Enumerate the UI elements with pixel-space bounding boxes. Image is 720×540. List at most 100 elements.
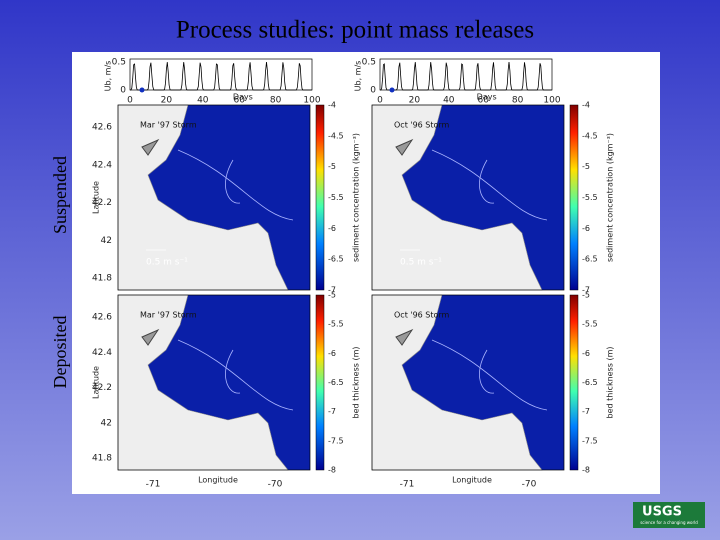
ts-x-tick: 100 (303, 96, 320, 106)
logo-tagline: science for a changing world (640, 520, 698, 525)
row-label: Suspended (50, 156, 70, 234)
colorbar (569, 294, 579, 471)
longitude-label: Longitude (452, 476, 492, 485)
colorbar-tick: -6.5 (582, 378, 598, 387)
isobath (177, 149, 294, 221)
ts-x-tick: 60 (233, 96, 245, 106)
ts-x-tick: 40 (197, 96, 209, 106)
logo-name: USGS (642, 505, 682, 520)
colorbar-tick: -6 (582, 349, 590, 358)
map-land (371, 294, 543, 471)
map-frame (117, 104, 311, 291)
ts-y-tick: 0.5 (362, 58, 376, 68)
colorbar-tick: -6 (328, 224, 336, 233)
ts-x-tick: 0 (127, 96, 133, 106)
storm-label: Mar '97 Storm (140, 311, 197, 320)
ts-x-tick: 80 (270, 96, 282, 106)
colorbar-tick: -8 (582, 466, 590, 475)
colorbar-tick: -5 (328, 291, 336, 300)
ts-x-tick: 20 (409, 96, 421, 106)
colorbar-tick: -4.5 (328, 131, 344, 140)
colorbar-tick: -6 (328, 349, 336, 358)
latitude-tick: 42.6 (92, 313, 112, 323)
latitude-label: Latitude (92, 181, 101, 214)
ts-x-tick: 60 (477, 96, 489, 106)
map-frame (371, 294, 565, 471)
colorbar (315, 294, 325, 471)
colorbar-tick: -5 (582, 162, 590, 171)
isobath (225, 159, 241, 204)
isobath (431, 339, 548, 411)
usgs-logo: USGS science for a changing world (633, 502, 705, 528)
colorbar-tick: -6 (582, 224, 590, 233)
colorbar-tick: -7 (582, 407, 590, 416)
latitude-tick: 42 (101, 418, 112, 428)
colorbar-tick: -7 (582, 286, 590, 295)
ts-x-tick: 100 (543, 96, 560, 106)
colorbar-tick: -5.5 (582, 320, 598, 329)
longitude-tick: -70 (522, 480, 537, 490)
latitude-label: Latitude (92, 366, 101, 399)
colorbar-tick: -7.5 (328, 436, 344, 445)
latitude-tick: 42.2 (92, 198, 112, 208)
map-land (371, 104, 543, 291)
colorbar-tick: -4 (328, 101, 336, 110)
latitude-tick: 42.2 (92, 383, 112, 393)
storm-arrow (395, 138, 414, 156)
ts-x-tick: 0 (377, 96, 383, 106)
latitude-tick: 42 (101, 236, 112, 246)
colorbar-tick: -4.5 (582, 131, 598, 140)
ts-x-label: Days (233, 93, 253, 102)
map-frame (371, 104, 565, 291)
ts-x-tick: 40 (443, 96, 455, 106)
longitude-tick: -70 (268, 480, 283, 490)
latitude-tick: 41.8 (92, 274, 112, 284)
logo-box (633, 502, 705, 528)
longitude-tick: -71 (400, 480, 415, 490)
colorbar-label: sediment concentration (kgm⁻³) (352, 133, 361, 262)
ts-y-tick: 0 (370, 86, 376, 96)
isobath (479, 349, 495, 394)
colorbar (569, 104, 579, 291)
colorbar-tick: -6.5 (328, 255, 344, 264)
colorbar-tick: -4 (582, 101, 590, 110)
latitude-tick: 42.4 (92, 160, 112, 170)
colorbar-tick: -7 (328, 286, 336, 295)
colorbar-label: sediment concentration (kgm⁻³) (606, 133, 615, 262)
map-frame (117, 294, 311, 471)
colorbar-tick: -6.5 (582, 255, 598, 264)
ts-y-label: Ub, m/s (354, 61, 363, 92)
latitude-tick: 42.6 (92, 123, 112, 133)
vector-scale: 0.5 m s⁻¹ (400, 258, 442, 268)
ts-x-tick: 20 (161, 96, 173, 106)
storm-label: Oct '96 Storm (394, 311, 450, 320)
storm-label: Mar '97 Storm (140, 121, 197, 130)
ts-x-label: Days (477, 93, 497, 102)
colorbar-tick: -8 (328, 466, 336, 475)
storm-label: Oct '96 Storm (394, 121, 450, 130)
ts-x-tick: 80 (512, 96, 524, 106)
ts-y-tick: 0 (120, 86, 126, 96)
colorbar-tick: -7 (328, 407, 336, 416)
longitude-label: Longitude (198, 476, 238, 485)
storm-arrow (141, 138, 160, 156)
map-land (117, 294, 289, 471)
colorbar-tick: -5.5 (582, 193, 598, 202)
colorbar-tick: -7.5 (582, 436, 598, 445)
isobath (479, 159, 495, 204)
storm-arrow (395, 328, 414, 346)
ts-line (130, 61, 312, 91)
ts-y-tick: 0.5 (112, 58, 126, 68)
colorbar-tick: -5 (328, 162, 336, 171)
storm-arrow (141, 328, 160, 346)
vector-scale: 0.5 m s⁻¹ (146, 258, 188, 268)
colorbar-tick: -5.5 (328, 193, 344, 202)
latitude-tick: 41.8 (92, 454, 112, 464)
map-land (117, 104, 289, 291)
latitude-tick: 42.4 (92, 348, 112, 358)
ts-line (380, 61, 552, 91)
colorbar-label: bed thickness (m) (606, 347, 615, 419)
colorbar-tick: -6.5 (328, 378, 344, 387)
ts-y-label: Ub, m/s (104, 61, 113, 92)
